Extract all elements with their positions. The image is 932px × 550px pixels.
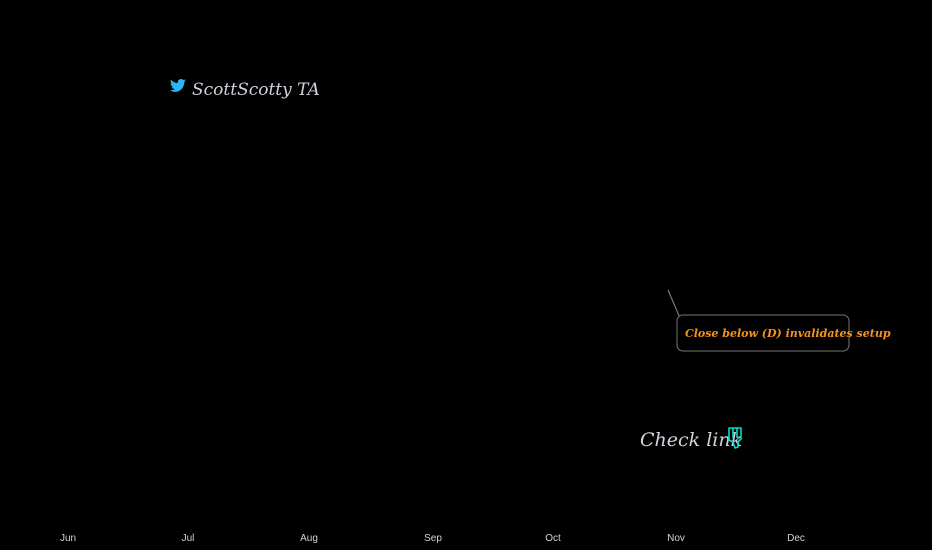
twitter-bird-icon (169, 79, 186, 92)
x-tick-label-dec: Dec (787, 533, 805, 544)
annotation-box (676, 314, 850, 352)
check-link-cta[interactable]: Check link (640, 427, 742, 451)
x-tick-label-jul: Jul (182, 533, 195, 544)
x-tick-label-sep: Sep (424, 533, 442, 544)
x-tick-label-oct: Oct (545, 533, 561, 544)
pointing-down-hand-icon (728, 427, 742, 449)
x-tick-label-jun: Jun (60, 533, 76, 544)
annotation-text: Close below (D) invalidates setup (685, 327, 891, 340)
check-link-text: Check link (640, 429, 742, 451)
annotation-leader-line (667, 289, 681, 319)
invalidation-note[interactable]: Close below (D) invalidates setup (667, 289, 891, 352)
brand-handle[interactable]: ScottScotty TA (169, 79, 320, 100)
brand-handle-text: ScottScotty TA (192, 80, 320, 100)
x-tick-label-aug: Aug (300, 533, 318, 544)
x-tick-label-nov: Nov (667, 533, 685, 544)
